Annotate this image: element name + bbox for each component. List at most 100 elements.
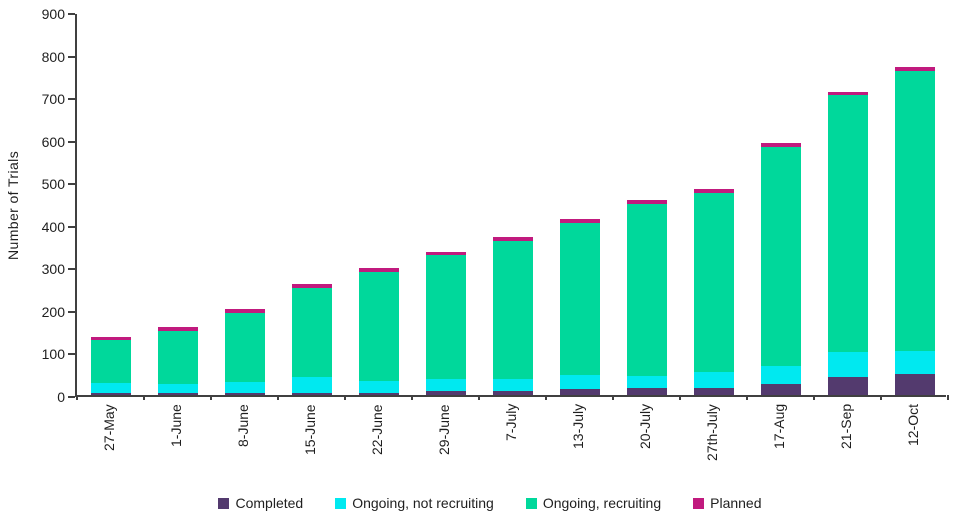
- legend-swatch-icon: [525, 497, 537, 509]
- y-tick-label: 0: [57, 389, 65, 405]
- bar-segment-completed: [358, 393, 399, 395]
- legend-swatch-icon: [693, 497, 705, 509]
- x-tick-label: 27th-July: [703, 404, 720, 461]
- x-tick-label: 7-July: [502, 404, 519, 442]
- bar-27th-July: [693, 12, 734, 395]
- x-tick-label: 1-June: [167, 404, 184, 447]
- bar-29-June: [425, 12, 466, 395]
- bar-segment-planned: [626, 200, 667, 204]
- bar-segment-completed: [224, 393, 265, 395]
- x-tick-label: 8-June: [234, 404, 251, 447]
- bar-segment-ongoing-recruiting: [894, 71, 935, 351]
- bar-segment-ongoing-recruiting: [291, 288, 332, 377]
- legend-item-planned: Planned: [693, 495, 762, 511]
- y-tick-mark: [68, 310, 75, 313]
- plot-area: [75, 12, 949, 400]
- bar-1-June: [157, 12, 198, 395]
- bar-17-Aug: [760, 12, 801, 395]
- legend-item-completed: Completed: [218, 495, 303, 511]
- bar-segment-ongoing-not-recruiting: [693, 372, 734, 388]
- bar-segment-completed: [90, 393, 131, 395]
- x-tick-mark: [545, 395, 547, 400]
- bar-segment-ongoing-recruiting: [492, 241, 533, 379]
- bar-segment-planned: [358, 268, 399, 272]
- bar-segment-ongoing-recruiting: [157, 331, 198, 384]
- x-tick-mark: [612, 395, 614, 400]
- bar-segment-ongoing-not-recruiting: [358, 381, 399, 393]
- bar-segment-completed: [425, 391, 466, 395]
- bar-segment-completed: [626, 388, 667, 395]
- x-tick-label: 22-June: [368, 404, 385, 455]
- bar-segment-completed: [760, 384, 801, 395]
- bar-segment-ongoing-not-recruiting: [626, 376, 667, 388]
- y-tick-mark: [68, 140, 75, 143]
- bar-segment-ongoing-not-recruiting: [559, 375, 600, 389]
- bar-segment-completed: [894, 374, 935, 395]
- y-tick-label: 400: [41, 218, 65, 235]
- y-tick-mark: [68, 13, 75, 15]
- bar-segment-ongoing-not-recruiting: [224, 382, 265, 393]
- y-tick-mark: [68, 98, 75, 101]
- x-tick-label: 21-Sep: [837, 404, 854, 450]
- bar-segment-planned: [693, 189, 734, 193]
- bar-segment-ongoing-not-recruiting: [760, 366, 801, 384]
- legend: Completed Ongoing, not recruiting Ongoing,…: [0, 495, 980, 511]
- bar-segment-planned: [90, 337, 131, 340]
- bar-7-July: [492, 12, 533, 395]
- bar-segment-ongoing-recruiting: [224, 313, 265, 382]
- bar-15-June: [291, 12, 332, 395]
- y-tick-mark: [68, 353, 75, 356]
- bar-segment-planned: [425, 252, 466, 255]
- legend-label: Ongoing, not recruiting: [352, 495, 494, 511]
- bar-segment-completed: [693, 388, 734, 395]
- bar-segment-completed: [291, 393, 332, 395]
- bar-segment-completed: [559, 389, 600, 395]
- y-tick-mark: [68, 225, 75, 228]
- bar-12-Oct: [894, 12, 935, 395]
- bar-segment-ongoing-not-recruiting: [492, 379, 533, 391]
- legend-label: Planned: [710, 495, 762, 511]
- bar-segment-planned: [157, 327, 198, 331]
- x-tick-mark: [813, 395, 815, 400]
- bar-segment-ongoing-not-recruiting: [90, 383, 131, 393]
- bar-segment-planned: [492, 237, 533, 241]
- x-tick-mark: [947, 395, 949, 400]
- bar-segment-ongoing-recruiting: [90, 340, 131, 383]
- bar-22-June: [358, 12, 399, 395]
- bar-segment-ongoing-recruiting: [425, 255, 466, 379]
- y-tick-mark: [68, 55, 75, 58]
- x-tick-label: 20-July: [636, 404, 653, 450]
- y-tick-mark: [68, 268, 75, 271]
- bar-segment-completed: [157, 393, 198, 395]
- bar-segment-ongoing-not-recruiting: [894, 351, 935, 374]
- x-tick-label: 17-Aug: [770, 404, 787, 450]
- legend-label: Completed: [235, 495, 304, 511]
- x-tick-mark: [679, 395, 681, 400]
- y-tick-label: 700: [41, 91, 65, 108]
- legend-label: Ongoing, recruiting: [542, 495, 662, 511]
- bar-segment-planned: [827, 92, 868, 95]
- y-tick-label: 100: [41, 346, 65, 363]
- bar-segment-completed: [827, 377, 868, 395]
- x-tick-mark: [76, 395, 78, 400]
- y-tick-mark: [68, 183, 75, 186]
- bar-segment-ongoing-recruiting: [827, 95, 868, 352]
- bar-segment-completed: [492, 391, 533, 395]
- y-tick-mark: [68, 396, 75, 398]
- bar-segment-planned: [224, 309, 265, 313]
- x-tick-label: 27-May: [100, 404, 117, 451]
- bar-segment-planned: [894, 67, 935, 71]
- x-tick-mark: [344, 395, 346, 400]
- legend-swatch-icon: [218, 497, 230, 509]
- bar-20-July: [626, 12, 667, 395]
- x-tick-mark: [143, 395, 145, 400]
- bar-segment-ongoing-not-recruiting: [425, 379, 466, 391]
- y-tick-label: 600: [41, 133, 65, 150]
- x-tick-mark: [277, 395, 279, 400]
- y-tick-label: 900: [41, 6, 65, 22]
- x-tick-mark: [411, 395, 413, 400]
- x-tick-mark: [880, 395, 882, 400]
- x-tick-mark: [210, 395, 212, 400]
- y-tick-label: 300: [41, 261, 65, 278]
